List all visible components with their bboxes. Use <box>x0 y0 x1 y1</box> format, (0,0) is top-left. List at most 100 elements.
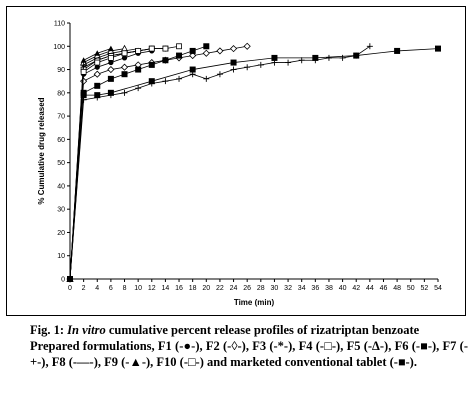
x-tick-label: 34 <box>298 285 306 292</box>
x-tick-label: 0 <box>68 285 72 292</box>
x-tick-label: 14 <box>162 285 170 292</box>
series-line <box>69 48 112 280</box>
data-point <box>80 77 88 85</box>
data-point <box>244 64 251 71</box>
data-point <box>394 47 401 54</box>
data-point <box>148 78 155 85</box>
data-point <box>202 49 210 57</box>
data-point <box>94 64 100 70</box>
data-point <box>435 45 441 52</box>
series-layer <box>66 42 441 283</box>
data-point <box>80 92 87 99</box>
data-point <box>93 70 101 78</box>
data-point <box>353 52 360 59</box>
data-point <box>203 43 210 50</box>
series-line <box>69 48 139 280</box>
data-point <box>108 59 114 66</box>
x-axis-title: Time (min) <box>234 298 275 307</box>
x-tick-label: 30 <box>271 285 279 292</box>
data-point <box>94 82 101 89</box>
x-tick-label: 52 <box>420 285 428 292</box>
x-tick-label: 38 <box>325 285 333 292</box>
y-tick-label: 10 <box>57 253 65 260</box>
data-point <box>339 54 346 61</box>
data-point <box>189 66 196 73</box>
x-tick-label: 4 <box>95 285 99 292</box>
caption-figure-label: Fig. 1: <box>30 323 65 337</box>
data-point <box>107 55 114 61</box>
data-point <box>120 63 129 71</box>
data-point <box>94 50 101 56</box>
data-point <box>148 45 155 52</box>
data-point <box>94 92 101 99</box>
data-point <box>67 276 73 282</box>
data-point <box>80 57 87 63</box>
data-point <box>325 54 332 61</box>
x-tick-label: 18 <box>189 285 197 292</box>
data-point <box>162 57 169 64</box>
data-point <box>189 52 197 60</box>
data-point <box>312 54 319 61</box>
data-point <box>257 61 264 68</box>
x-tick-label: 22 <box>216 285 224 292</box>
y-tick-label: 70 <box>57 114 65 121</box>
data-point <box>121 50 128 57</box>
caption-title-rest: cumulative percent release profiles of r… <box>108 323 420 337</box>
y-tick-label: 50 <box>57 160 65 167</box>
y-tick-label: 110 <box>54 21 65 28</box>
x-tick-label: 28 <box>257 285 265 292</box>
series-line <box>69 45 207 280</box>
x-tick-label: 16 <box>175 285 183 292</box>
data-point <box>107 89 114 96</box>
data-point <box>176 43 182 50</box>
x-tick-label: 8 <box>123 285 127 292</box>
data-point <box>176 75 183 82</box>
y-axis-title: % Cumulative drug released <box>37 97 46 204</box>
x-tick-label: 40 <box>339 285 347 292</box>
data-point <box>135 48 142 54</box>
data-point <box>94 59 101 66</box>
data-point <box>285 59 292 66</box>
data-point <box>162 45 169 52</box>
y-tick-label: 40 <box>57 183 65 190</box>
x-tick-label: 46 <box>380 285 388 292</box>
series-8 <box>69 48 139 280</box>
plot-frame <box>6 6 466 316</box>
series-line <box>69 48 439 280</box>
data-point <box>135 85 142 92</box>
y-tick-label: 20 <box>57 230 65 237</box>
caption-formulations: Prepared formulations, F1 (-●-), F2 (-◊-… <box>30 339 468 369</box>
series-10 <box>67 45 169 282</box>
data-point <box>203 75 210 82</box>
data-point <box>121 55 128 61</box>
data-point <box>189 47 196 54</box>
series-line <box>69 45 371 280</box>
x-tick-label: 48 <box>393 285 401 292</box>
figure-caption: Fig. 1: In vitro cumulative percent rele… <box>30 322 468 370</box>
x-tick-label: 6 <box>109 285 113 292</box>
x-tick-label: 26 <box>243 285 251 292</box>
x-tick-label: 44 <box>366 285 374 292</box>
data-point <box>176 52 183 59</box>
y-tick-label: 30 <box>57 207 65 214</box>
x-tick-label: 54 <box>434 285 442 292</box>
y-tick-label: 80 <box>57 90 65 97</box>
x-tick-label: 42 <box>352 285 360 292</box>
series-line <box>69 45 248 280</box>
series-5 <box>66 44 129 282</box>
series-11 <box>67 45 441 282</box>
caption-title: Fig. 1: In vitro cumulative percent rele… <box>30 322 468 338</box>
y-tick-label: 0 <box>61 277 65 284</box>
data-point <box>107 65 115 74</box>
data-point <box>107 75 114 82</box>
data-point <box>229 45 238 53</box>
data-point <box>216 47 224 55</box>
data-point <box>230 59 237 66</box>
x-tick-label: 32 <box>284 285 292 292</box>
x-tick-label: 50 <box>407 285 415 292</box>
x-tick-label: 20 <box>202 285 210 292</box>
data-point <box>107 45 114 52</box>
x-tick-label: 2 <box>82 285 86 292</box>
